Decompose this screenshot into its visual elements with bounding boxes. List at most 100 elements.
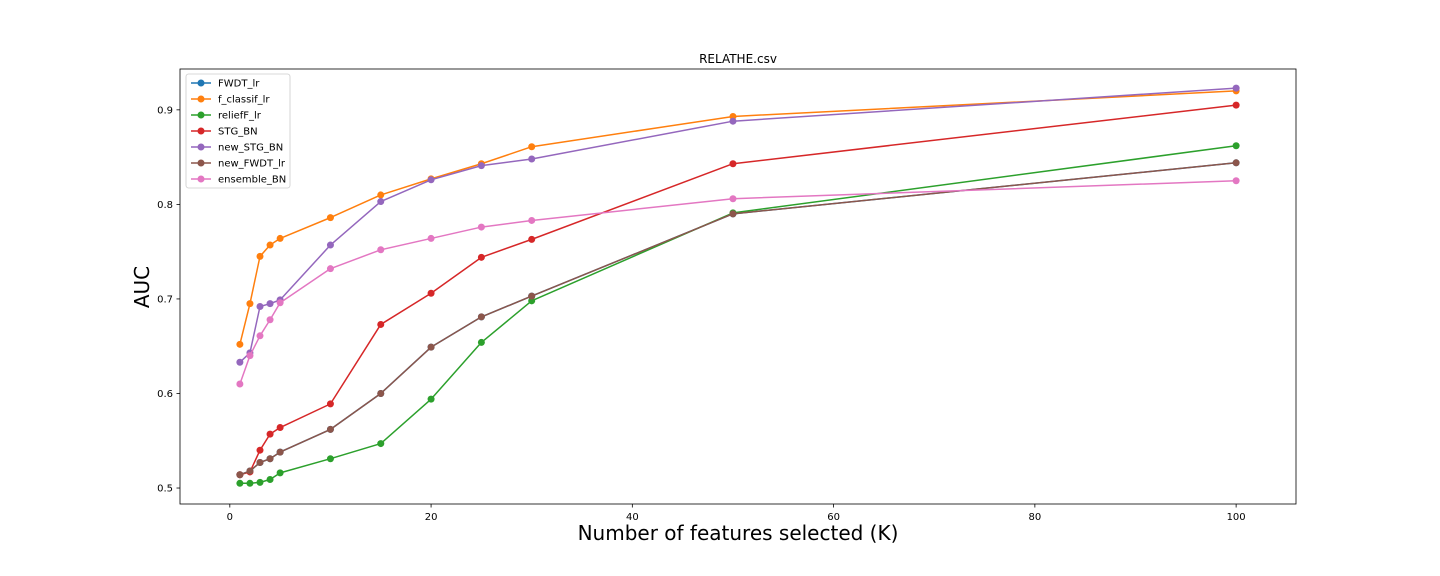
legend-marker [197, 111, 205, 119]
data-point [427, 176, 435, 184]
data-point [246, 300, 254, 308]
data-point [256, 252, 264, 260]
data-point [236, 340, 244, 348]
legend-label: new_FWDT_lr [218, 159, 286, 170]
legend-marker [197, 127, 205, 135]
data-point [528, 143, 536, 151]
data-point [266, 241, 274, 249]
data-point [236, 479, 244, 487]
data-point [377, 440, 385, 448]
data-point [477, 338, 485, 346]
data-point [326, 425, 334, 433]
chart-title: RELATHE.csv [699, 52, 777, 66]
x-tick-label: 20 [425, 512, 438, 523]
data-point [256, 446, 264, 454]
data-point [266, 300, 274, 308]
data-point [276, 234, 284, 242]
data-point [256, 332, 264, 340]
legend-label: STG_BN [218, 127, 258, 138]
data-point [326, 214, 334, 222]
data-point [528, 155, 536, 163]
data-point [276, 448, 284, 456]
data-point [326, 400, 334, 408]
x-tick-label: 80 [1028, 512, 1041, 523]
series-f_classif_lr [236, 87, 1240, 348]
legend-marker [197, 175, 205, 183]
data-point [1232, 101, 1240, 109]
series-layer [236, 84, 1240, 487]
legend-label: f_classif_lr [218, 95, 270, 106]
series-line [239, 104, 1237, 476]
x-tick-label: 100 [1227, 512, 1246, 523]
legend-marker [197, 143, 205, 151]
legend-item: STG_BN [191, 127, 258, 138]
legend-item: f_classif_lr [191, 95, 270, 106]
data-point [266, 455, 274, 463]
legend-item: FWDT_lr [191, 79, 260, 90]
legend-item: new_STG_BN [191, 143, 283, 154]
legend-frame [185, 73, 291, 189]
legend-label: ensemble_BN [218, 175, 286, 186]
series-line [239, 90, 1237, 345]
x-tick-label: 0 [227, 512, 233, 523]
data-point [477, 313, 485, 321]
data-point [377, 191, 385, 199]
data-point [236, 380, 244, 388]
y-tick-label: 0.6 [157, 389, 173, 400]
data-point [477, 162, 485, 170]
data-point [1232, 177, 1240, 185]
series-new_FWDT_lr [236, 159, 1240, 479]
data-point [528, 235, 536, 243]
y-axis-ticks: 0.5 0.6 0.7 0.8 0.9 [157, 105, 180, 495]
x-tick-label: 40 [626, 512, 639, 523]
legend-label: FWDT_lr [218, 79, 260, 90]
data-point [729, 195, 737, 203]
data-point [236, 358, 244, 366]
data-point [729, 117, 737, 125]
data-point [1232, 159, 1240, 167]
x-axis-ticks: 0 20 40 60 80 100 [227, 504, 1246, 523]
data-point [256, 458, 264, 466]
data-point [377, 246, 385, 254]
data-point [427, 343, 435, 351]
data-point [729, 210, 737, 218]
data-point [256, 302, 264, 310]
x-axis-label: Number of features selected (K) [578, 521, 899, 545]
data-point [377, 198, 385, 206]
data-point [377, 320, 385, 328]
data-point [326, 241, 334, 249]
data-point [1232, 84, 1240, 92]
data-point [246, 479, 254, 487]
data-point [528, 216, 536, 224]
y-tick-label: 0.9 [157, 105, 173, 116]
y-tick-label: 0.7 [157, 294, 173, 305]
data-point [266, 430, 274, 438]
plot-frame [179, 68, 1297, 505]
legend-item: new_FWDT_lr [191, 159, 286, 170]
legend-item: reliefF_lr [191, 111, 262, 122]
data-point [477, 223, 485, 231]
data-point [326, 265, 334, 273]
legend: FWDT_lr f_classif_lr reliefF_lr STG_BN new_S… [185, 73, 291, 189]
data-point [377, 389, 385, 397]
y-axis-label: AUC [130, 266, 154, 308]
data-point [326, 455, 334, 463]
data-point [1232, 142, 1240, 150]
data-point [729, 160, 737, 168]
y-tick-label: 0.5 [157, 484, 173, 495]
data-point [276, 299, 284, 307]
series-line [239, 87, 1237, 363]
legend-item: ensemble_BN [191, 175, 286, 186]
x-tick-label: 60 [827, 512, 840, 523]
legend-label: reliefF_lr [218, 111, 262, 122]
y-tick-label: 0.8 [157, 200, 173, 211]
data-point [266, 476, 274, 484]
data-point [427, 234, 435, 242]
series-ensemble_BN [236, 177, 1240, 388]
data-point [276, 424, 284, 432]
legend-marker [197, 159, 205, 167]
data-point [236, 471, 244, 479]
data-point [427, 395, 435, 403]
data-point [427, 289, 435, 297]
